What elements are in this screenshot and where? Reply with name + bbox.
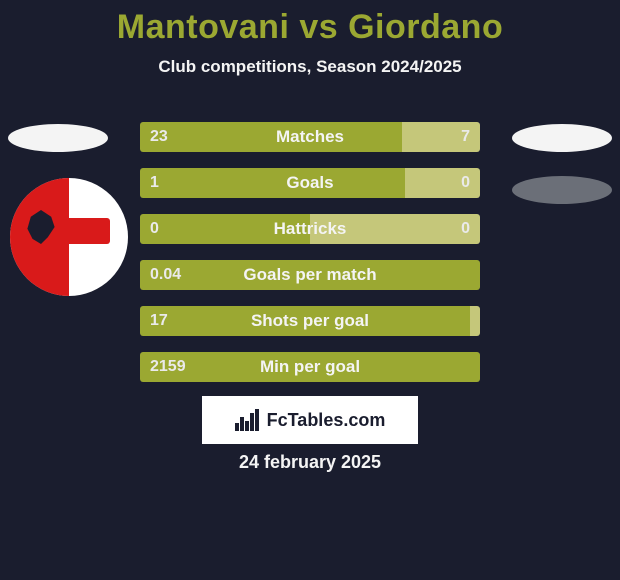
stat-right-value: 0 [451,220,480,238]
brand-label: FcTables.com [267,410,386,431]
stat-segment-right: 0 [310,214,480,244]
stat-segment-left: 0 [140,214,310,244]
stat-left-value: 0 [140,220,169,238]
stat-left-value: 1 [140,174,169,192]
brand-box: FcTables.com [202,396,418,444]
stat-row: 17Shots per goal [140,306,480,336]
bar-chart-icon [235,409,261,431]
stat-row: 2159Min per goal [140,352,480,382]
stats-bars: 237Matches10Goals00Hattricks0.04Goals pe… [140,122,480,398]
stat-left-value: 2159 [140,358,196,376]
stat-segment-right: 0 [405,168,480,198]
stat-right-value: 0 [451,174,480,192]
club-badge-label: BARI [78,223,111,237]
stat-left-value: 23 [140,128,178,146]
stat-segment-left: 0.04 [140,260,480,290]
stat-segment-left: 2159 [140,352,480,382]
club-badge: BARI [10,178,128,296]
player-right-slot-2 [512,176,612,204]
comparison-title: Mantovani vs Giordano [0,0,620,47]
stat-row: 237Matches [140,122,480,152]
stat-row: 00Hattricks [140,214,480,244]
stat-right-value: 7 [451,128,480,146]
stat-left-value: 17 [140,312,178,330]
comparison-subtitle: Club competitions, Season 2024/2025 [0,57,620,77]
stat-segment-left: 23 [140,122,402,152]
stat-segment-right: 7 [402,122,480,152]
player-right-slot-1 [512,124,612,152]
stat-left-value: 0.04 [140,266,191,284]
stat-segment-left: 17 [140,306,470,336]
comparison-date: 24 february 2025 [0,452,620,473]
stat-row: 10Goals [140,168,480,198]
stat-segment-left: 1 [140,168,405,198]
player-left-slot [8,124,108,152]
stat-row: 0.04Goals per match [140,260,480,290]
rooster-icon [24,210,58,244]
stat-segment-right [470,306,480,336]
